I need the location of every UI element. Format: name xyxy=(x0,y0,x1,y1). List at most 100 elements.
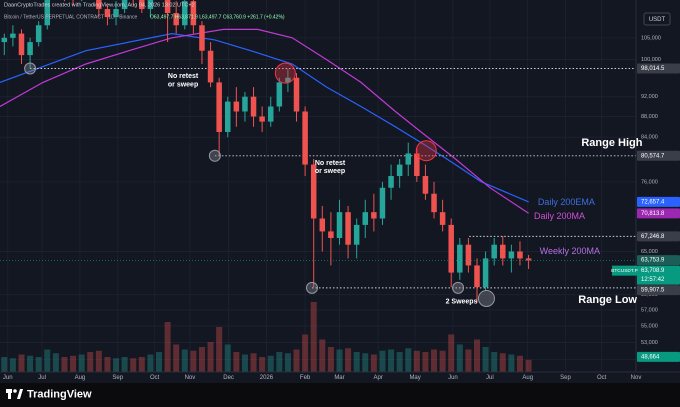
marker xyxy=(452,281,465,294)
volume-bar xyxy=(61,357,68,372)
credit: DaanCryptoTrades created with TradingVie… xyxy=(4,2,195,8)
candle-body xyxy=(517,251,523,259)
candle-body xyxy=(164,0,171,14)
price-label: 98,014.5 xyxy=(641,66,665,72)
volume-bar xyxy=(233,352,240,372)
volume-bar xyxy=(293,349,300,372)
volume-bar xyxy=(465,349,472,372)
volume-bar xyxy=(104,357,111,372)
candle-body xyxy=(216,82,222,132)
x-tick-label: Oct xyxy=(597,375,607,381)
currency-box xyxy=(643,12,671,26)
annotation-line: Daily 200EMA xyxy=(538,197,595,207)
volume-bar xyxy=(370,354,377,372)
x-tick-label: Oct xyxy=(150,375,160,381)
candle-body xyxy=(422,176,429,194)
volume-bar xyxy=(379,350,386,372)
volume-bar xyxy=(448,334,455,372)
candle-body xyxy=(225,101,231,132)
x-tick-label: Dec xyxy=(223,375,234,381)
y-tick-label: 100,000 xyxy=(641,57,661,63)
candle-body xyxy=(414,153,420,177)
price-label: 63,708.9 xyxy=(641,268,665,274)
x-tick-label: Jul xyxy=(486,375,494,381)
price-label-box xyxy=(637,255,680,266)
volume-bar xyxy=(405,348,412,372)
volume-bar xyxy=(173,344,180,372)
price-label: 70,813.8 xyxy=(641,211,665,217)
candle-body xyxy=(267,106,274,122)
volume-bar xyxy=(241,354,248,372)
annotation-line: or sweep xyxy=(315,168,345,175)
annotation-line: or sweep xyxy=(168,81,198,88)
volume-bar xyxy=(431,349,438,372)
volume-bar xyxy=(276,352,283,372)
volume-bar xyxy=(190,350,197,372)
candle-body xyxy=(242,96,248,112)
marker xyxy=(305,281,318,294)
price-label-box xyxy=(637,63,680,74)
annotation-line: Weekly 200MA xyxy=(540,247,600,257)
volume-bar xyxy=(353,352,360,372)
y-tick-label: 84,000 xyxy=(641,135,658,141)
volume-bar xyxy=(336,349,343,372)
candle-body xyxy=(491,244,497,259)
price-label: 63,753.9 xyxy=(641,258,665,264)
volume-bar xyxy=(147,354,154,372)
x-tick-label: Jun xyxy=(448,375,458,381)
volume-bar xyxy=(87,352,94,372)
candle-body xyxy=(353,224,360,245)
volume-bar xyxy=(491,352,498,372)
annotation-line: Range High xyxy=(581,137,642,149)
logo-part xyxy=(17,389,23,399)
volume-bar xyxy=(422,352,429,372)
candle-body xyxy=(448,224,454,273)
marker xyxy=(415,140,437,162)
volume-bar xyxy=(78,354,85,372)
volume-bar xyxy=(319,339,326,372)
volume-bar xyxy=(9,358,16,372)
volume-bar xyxy=(224,344,231,372)
y-tick-label: 92,000 xyxy=(641,94,658,100)
candle-body xyxy=(1,37,8,43)
price-label: 67,246.8 xyxy=(641,234,665,240)
volume-bar xyxy=(18,354,25,372)
marker xyxy=(477,289,495,307)
x-tick-label: 2026 xyxy=(260,375,274,381)
x-tick-label: Nov xyxy=(631,375,642,381)
candle-body xyxy=(439,212,446,225)
candle-body xyxy=(405,153,411,165)
candle-body xyxy=(250,96,257,117)
volume-bar xyxy=(216,327,223,372)
price-label: 80,574.7 xyxy=(641,153,665,159)
volume-bar xyxy=(35,357,42,372)
symbol: Bitcoin / TetherUS PERPETUAL CONTRACT · … xyxy=(4,14,138,20)
volume-bar xyxy=(345,348,352,372)
y-tick-label: 65,000 xyxy=(641,249,658,255)
candle-body xyxy=(345,212,351,245)
volume-bar xyxy=(499,353,506,372)
countdown: 12:57:42 xyxy=(641,277,665,283)
candle-body xyxy=(482,258,489,288)
x-tick-label: Apr xyxy=(373,375,382,381)
volume-bar xyxy=(138,357,145,372)
annotation: Range High xyxy=(581,137,642,149)
price-label-box xyxy=(637,231,680,242)
volume-bar xyxy=(259,357,266,372)
price-label-box xyxy=(637,150,680,161)
volume-bar xyxy=(327,347,334,372)
candle-body xyxy=(328,231,334,239)
volume-bar xyxy=(473,339,481,372)
footer xyxy=(0,383,680,407)
candle-body xyxy=(379,187,386,219)
candle-body xyxy=(474,265,480,288)
moving-average xyxy=(0,32,529,203)
annotation-line: No retest xyxy=(168,73,199,80)
candle-body xyxy=(35,25,42,43)
volume-bar xyxy=(27,355,34,372)
x-tick-label: Jul xyxy=(38,375,46,381)
volume-bar xyxy=(439,350,446,372)
annotation-line: No retest xyxy=(315,160,346,167)
volume-bar xyxy=(181,349,188,372)
candle-body xyxy=(173,13,179,26)
